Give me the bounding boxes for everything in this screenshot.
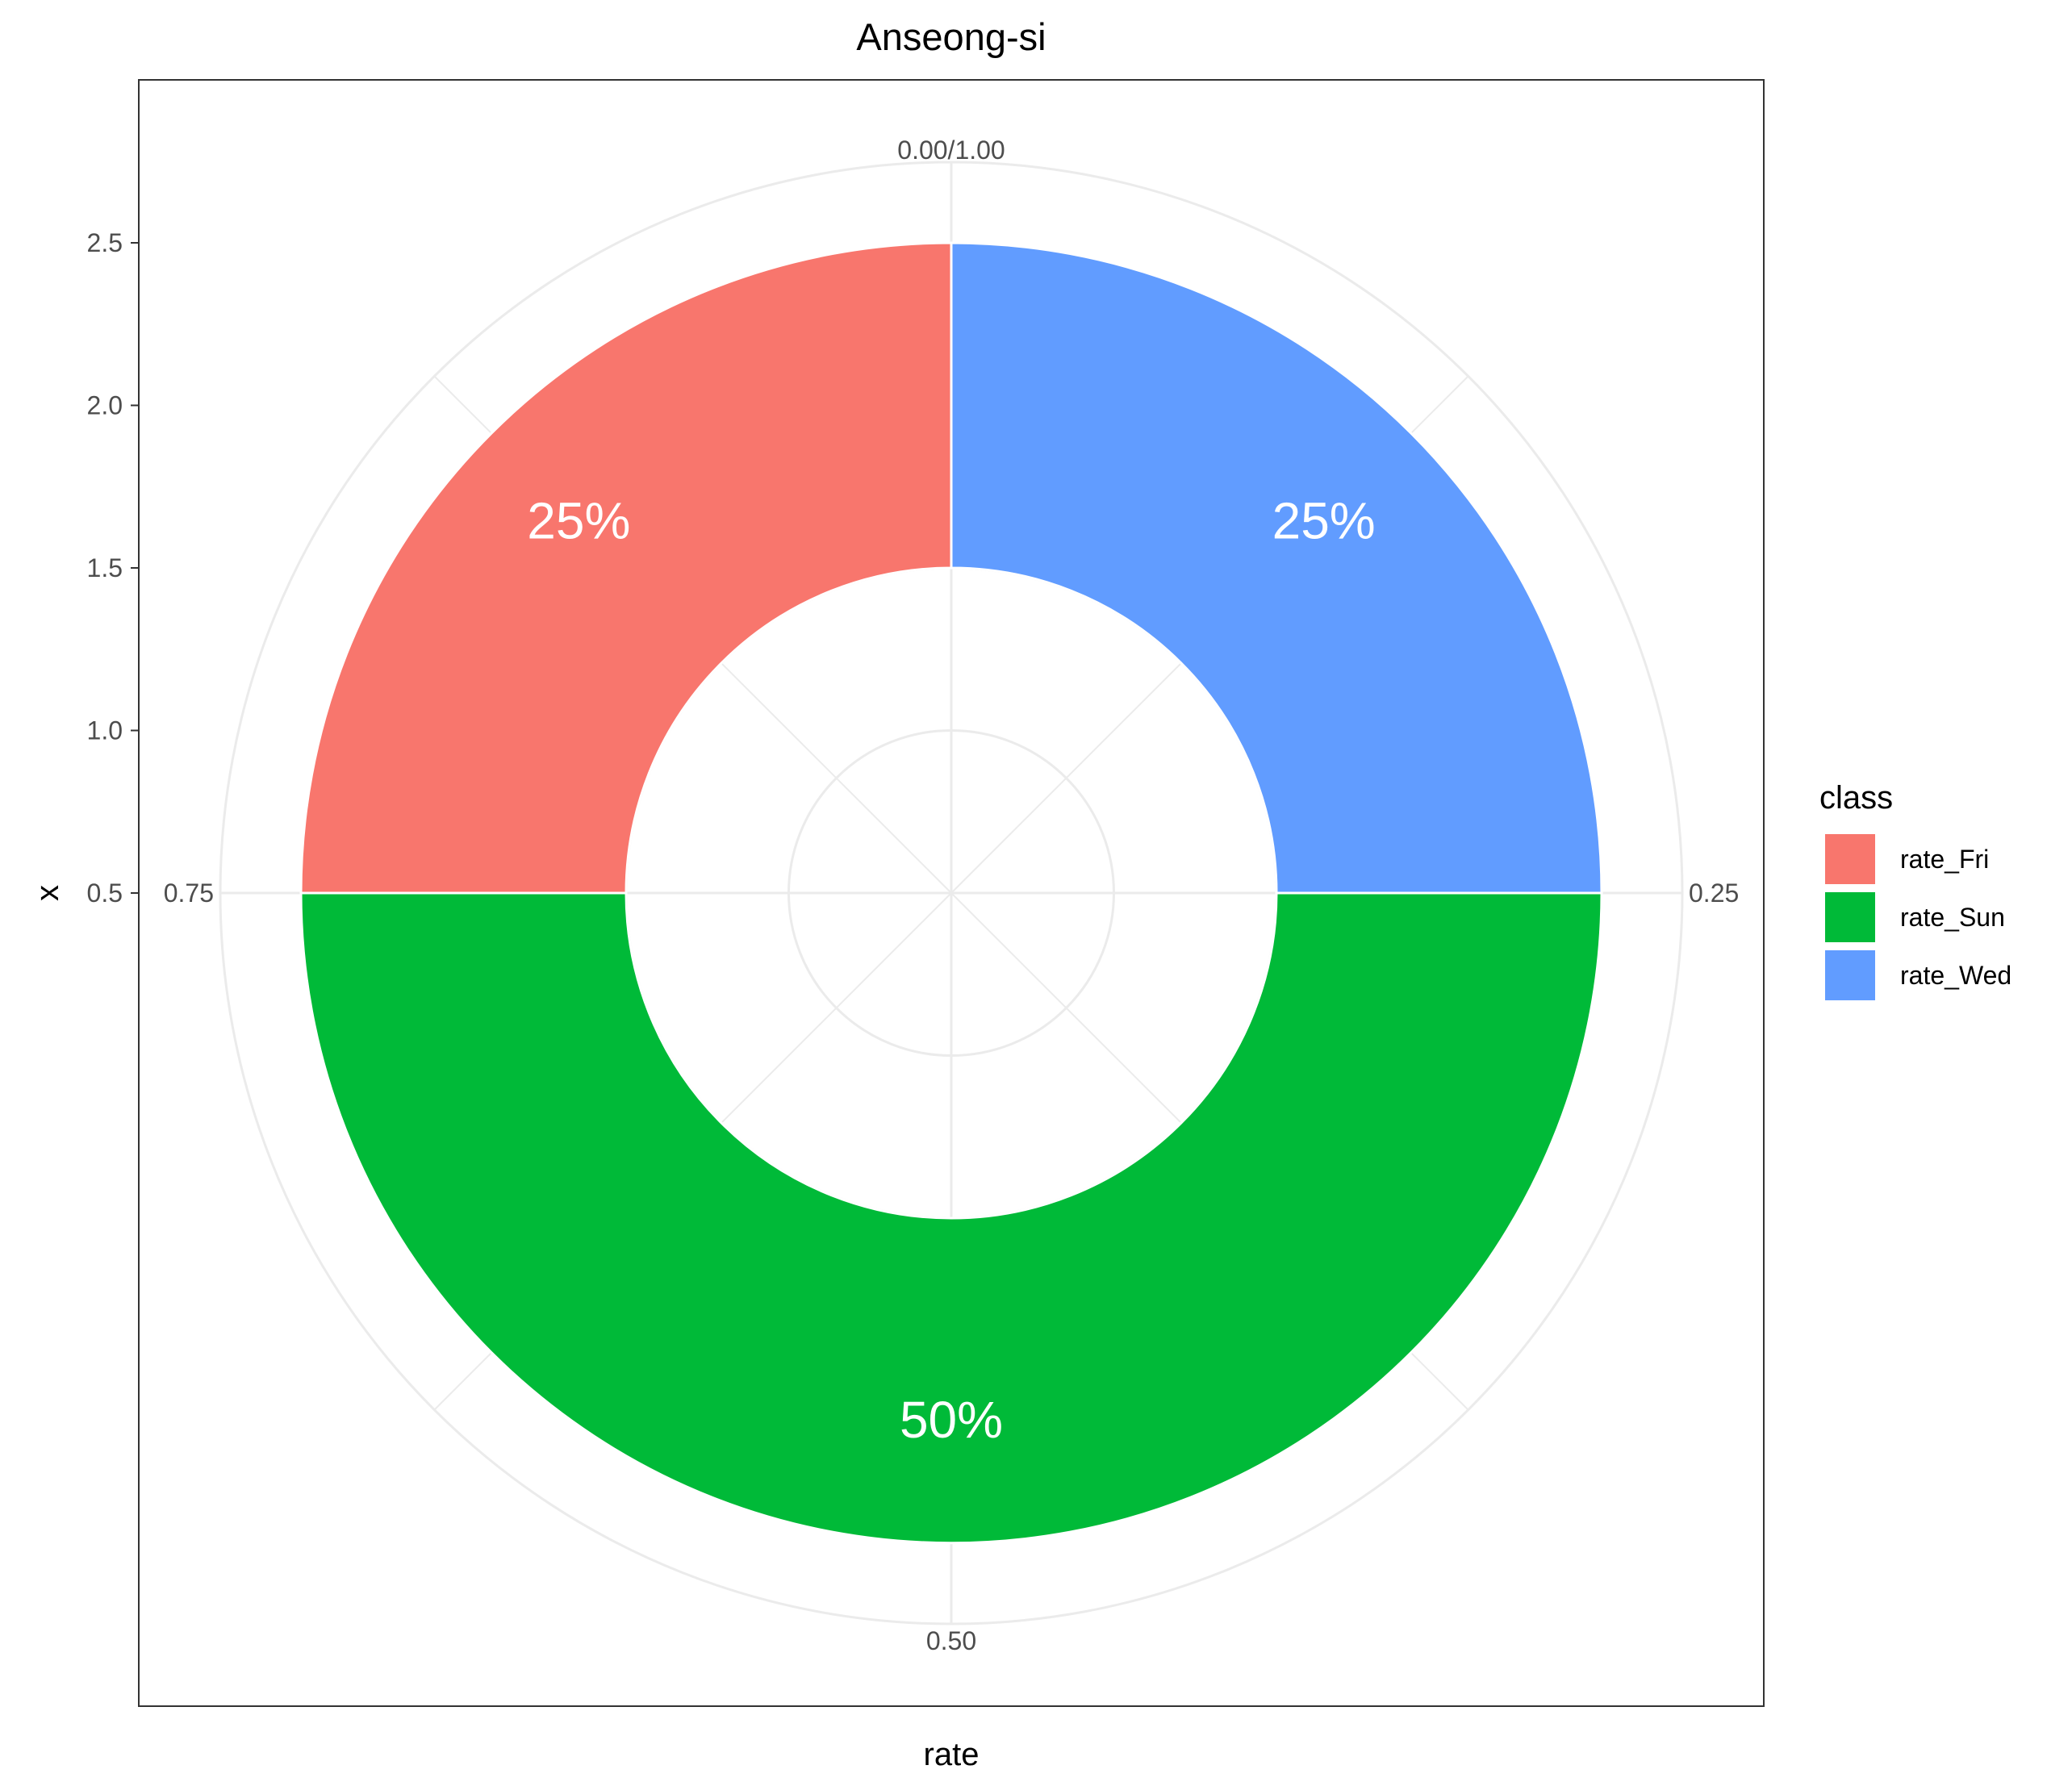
- legend-title: class: [1819, 780, 1893, 816]
- chart-title: Anseong-si: [856, 15, 1046, 58]
- legend: class rate_Fri rate_Sun rate_Wed: [1819, 780, 2011, 1000]
- angle-tick-label: 0.00/1.00: [897, 136, 1005, 165]
- x-tick-label: 1.0: [87, 716, 123, 745]
- angle-tick-label: 0.75: [164, 878, 214, 908]
- x-axis-ticks: 0.5 1.0 1.5 2.0 2.5: [87, 228, 139, 908]
- slice-rate_Fri: [299, 241, 953, 895]
- slice-rate_Wed: [950, 241, 1603, 895]
- x-axis-title: rate: [924, 1737, 980, 1772]
- x-tick-label: 2.5: [87, 228, 123, 257]
- slice-rate_Sun: [299, 891, 1603, 1545]
- angle-ticks: 0.00/1.00 0.25 0.50 0.75: [164, 136, 1740, 1655]
- x-tick-label: 1.5: [87, 553, 123, 582]
- x-tick-label: 0.5: [87, 878, 123, 908]
- legend-swatch: [1825, 834, 1875, 884]
- legend-label: rate_Sun: [1900, 903, 2005, 932]
- angle-tick-label: 0.50: [926, 1626, 976, 1655]
- angle-tick-label: 0.25: [1689, 878, 1739, 908]
- donut-slices: [299, 241, 1603, 1545]
- slice-label-rate_Wed: 25%: [1272, 491, 1376, 549]
- legend-label: rate_Wed: [1900, 961, 2011, 990]
- slice-label-rate_Fri: 25%: [527, 491, 630, 549]
- slice-labels: 25% 50% 25%: [527, 491, 1375, 1449]
- slice-label-rate_Sun: 50%: [900, 1391, 1003, 1449]
- legend-swatch: [1825, 950, 1875, 1000]
- x-tick-label: 2.0: [87, 391, 123, 420]
- y-axis-title: x: [30, 885, 65, 901]
- legend-label: rate_Fri: [1900, 845, 1989, 874]
- legend-swatch: [1825, 892, 1875, 942]
